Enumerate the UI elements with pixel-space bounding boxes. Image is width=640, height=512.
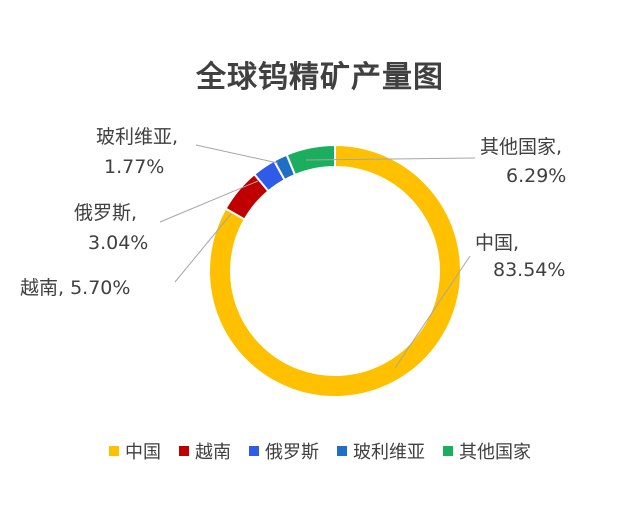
data-value-label-0: 83.54% (493, 259, 565, 281)
legend-item-2: 俄罗斯 (249, 438, 319, 464)
data-label-4: 其他国家, (480, 136, 562, 158)
legend-item-0: 中国 (109, 438, 161, 464)
leader-line-0 (394, 255, 471, 369)
legend-swatch-4 (443, 446, 453, 456)
chart-title: 全球钨精矿产量图 (196, 60, 444, 95)
data-value-label-3: 1.77% (104, 156, 164, 178)
data-value-label-2: 3.04% (88, 232, 148, 254)
legend-label-1: 越南 (195, 442, 231, 463)
legend-swatch-2 (249, 446, 259, 456)
legend-item-1: 越南 (179, 438, 231, 464)
legend: 中国 越南 俄罗斯 玻利维亚 其他国家 (0, 438, 640, 464)
legend-label-0: 中国 (125, 442, 161, 463)
leader-line-2 (159, 180, 259, 223)
legend-item-3: 玻利维亚 (337, 438, 425, 464)
legend-item-4: 其他国家 (443, 438, 531, 464)
data-label-2: 俄罗斯, (74, 202, 137, 224)
leader-line-3 (195, 144, 279, 164)
slice-0 (208, 143, 462, 398)
legend-swatch-0 (109, 446, 119, 456)
data-label-1: 越南, 5.70% (20, 277, 130, 299)
data-value-label-4: 6.29% (506, 165, 566, 187)
data-label-3: 玻利维亚, (96, 126, 178, 148)
legend-swatch-1 (179, 446, 189, 456)
leader-line-1 (174, 213, 232, 283)
leader-line-4 (305, 157, 476, 161)
legend-label-3: 玻利维亚 (353, 442, 425, 463)
data-label-0: 中国, (475, 232, 519, 254)
legend-label-2: 俄罗斯 (265, 442, 319, 463)
legend-swatch-3 (337, 446, 347, 456)
legend-label-4: 其他国家 (459, 442, 531, 463)
